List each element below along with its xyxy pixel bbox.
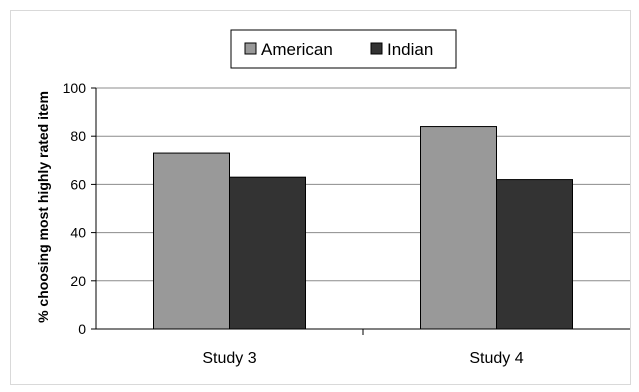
legend-label-indian: Indian (387, 40, 433, 59)
bars (153, 126, 573, 330)
x-category-labels: Study 3 Study 4 (202, 350, 523, 367)
y-tick-label: 60 (70, 176, 86, 192)
bar-indian-study-3 (229, 176, 306, 330)
legend-swatch-american (244, 42, 257, 55)
legend-box (230, 29, 457, 69)
y-tick-label: 100 (63, 80, 87, 96)
y-tick-label: 80 (70, 128, 86, 144)
y-tick-label: 40 (70, 225, 86, 241)
legend-swatch-indian (370, 42, 383, 55)
bar-indian-study-4 (496, 179, 573, 330)
y-tick-label: 20 (70, 273, 86, 289)
y-tick-labels: 0 20 40 60 80 100 (63, 80, 87, 337)
legend-label-american: American (261, 40, 333, 59)
y-tick-label: 0 (78, 321, 86, 337)
y-axis-label: % choosing most highly rated item (35, 91, 51, 323)
bar-american-study-3 (153, 152, 230, 330)
x-category-label: Study 4 (469, 350, 523, 367)
legend: American Indian (230, 29, 457, 69)
x-category-label: Study 3 (202, 350, 256, 367)
bar-american-study-4 (420, 126, 497, 330)
